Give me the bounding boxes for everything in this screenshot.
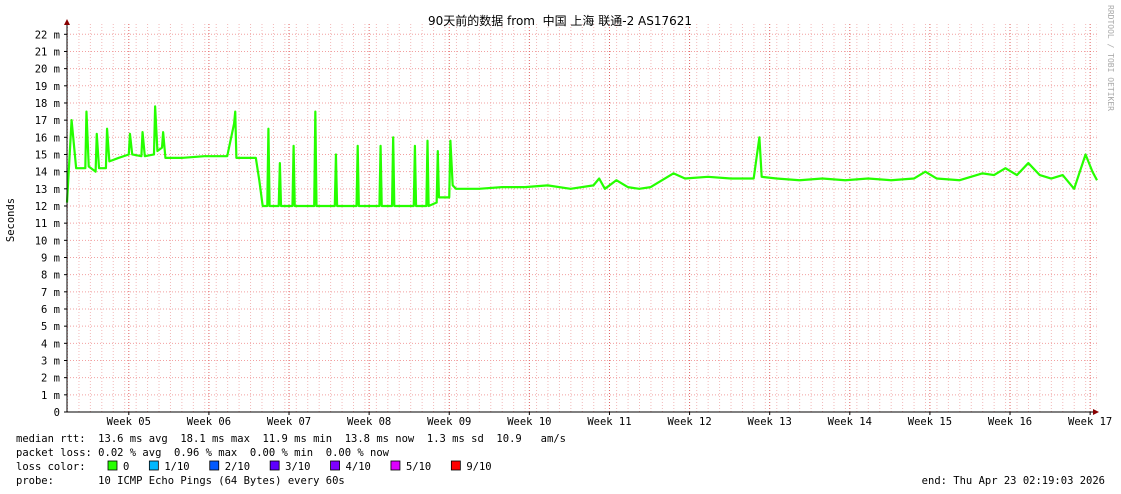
x-arrow [1093,409,1099,415]
y-tick-label: 7 m [41,287,60,299]
x-tick-label: Week 11 [587,416,631,428]
loss-swatch [330,460,340,471]
x-tick-label: Week 07 [267,416,311,428]
y-tick-label: 2 m [41,373,60,385]
loss-swatch [390,460,401,471]
y-tick-label: 14 m [35,167,60,179]
y-tick-label: 18 m [35,98,60,110]
y-tick-label: 19 m [35,81,60,93]
side-text: RRDTOOL / TOBI OETIKER [1106,5,1115,111]
x-tick-label: Week 09 [427,416,471,428]
y-tick-label: 10 m [35,235,60,247]
x-tick-label: Week 12 [667,416,711,428]
y-tick-label: 4 m [41,338,60,350]
y-tick-label: 1 m [41,390,60,402]
loss-swatch-label: 5/10 [406,461,431,473]
y-tick-label: 21 m [35,46,60,58]
y-arrow [64,19,70,25]
x-tick-label: Week 08 [347,416,391,428]
x-tick-label: Week 13 [748,416,792,428]
loss-swatch-label: 2/10 [225,461,250,473]
y-tick-label: 11 m [35,218,60,230]
loss-swatch-label: 9/10 [466,461,491,473]
y-tick-label: 17 m [35,115,60,127]
median-line [65,105,1098,208]
loss-swatch [269,460,280,471]
y-tick-label: 15 m [35,149,60,161]
x-tick-label: Week 14 [828,416,872,428]
loss-swatch [450,460,461,471]
y-tick-label: 22 m [35,29,60,41]
loss-swatch-label: 3/10 [285,461,310,473]
y-axis-label: Seconds [5,198,17,242]
stats-line: median rtt: 13.6 ms avg 18.1 ms max 11.9… [16,433,566,445]
y-tick-label: 13 m [35,184,60,196]
loss-swatch-label: 0 [123,461,129,473]
loss-swatch [209,460,220,471]
y-tick-label: 16 m [35,132,60,144]
x-tick-label: Week 17 [1068,416,1112,428]
y-tick-label: 3 m [41,355,60,367]
y-tick-label: 8 m [41,270,60,282]
end-time: end: Thu Apr 23 02:19:03 2026 [922,475,1105,487]
loss-swatch-label: 1/10 [164,461,189,473]
x-tick-label: Week 05 [107,416,151,428]
loss-swatch [148,460,159,471]
loss-label: loss color: [16,461,86,473]
y-tick-label: 0 [54,407,60,419]
x-tick-label: Week 15 [908,416,952,428]
x-tick-label: Week 10 [507,416,551,428]
probe: probe: 10 ICMP Echo Pings (64 Bytes) eve… [16,475,345,487]
stats-line: packet loss: 0.02 % avg 0.96 % max 0.00 … [16,447,390,459]
loss-swatch [107,460,118,471]
y-tick-label: 5 m [41,321,60,333]
x-tick-label: Week 06 [187,416,231,428]
x-tick-label: Week 16 [988,416,1032,428]
chart-title: 90天前的数据 from 中国 上海 联通-2 AS17621 [428,13,692,28]
minor-grid [67,24,1097,412]
y-tick-label: 20 m [35,64,60,76]
y-tick-label: 9 m [41,252,60,264]
y-tick-label: 6 m [41,304,60,316]
loss-swatch-label: 4/10 [346,461,371,473]
y-tick-label: 12 m [35,201,60,213]
